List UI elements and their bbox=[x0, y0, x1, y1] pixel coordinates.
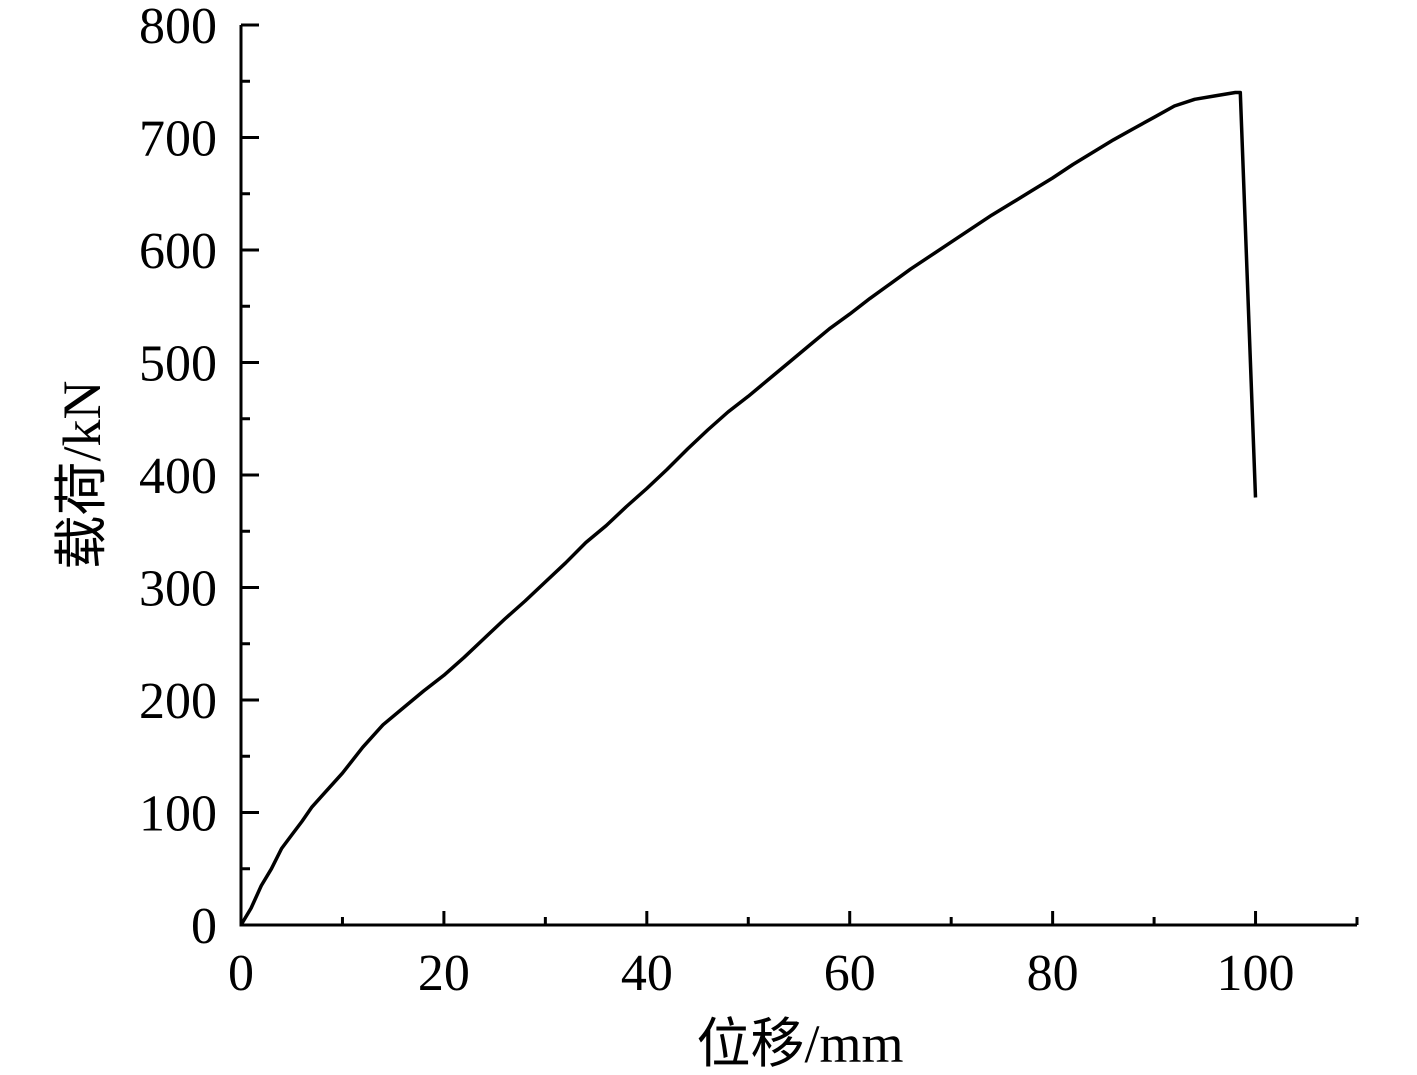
y-tick-label: 800 bbox=[139, 0, 217, 55]
load-displacement-curve bbox=[239, 90, 1258, 926]
y-axis-ticks: 0 100 200 300 400 500 600 700 800 bbox=[139, 0, 259, 955]
x-tick-label: 60 bbox=[824, 945, 876, 1002]
y-axis-title: 载荷/kN bbox=[52, 381, 112, 570]
x-tick-label: 0 bbox=[228, 945, 254, 1002]
x-tick-label: 80 bbox=[1027, 945, 1079, 1002]
series-group bbox=[239, 90, 1258, 926]
y-tick-label: 400 bbox=[139, 448, 217, 505]
y-tick-label: 500 bbox=[139, 336, 217, 393]
y-tick-label: 300 bbox=[139, 561, 217, 618]
x-axis-ticks: 0 20 40 60 80 100 bbox=[228, 911, 1359, 1002]
axes bbox=[239, 25, 1357, 927]
y-tick-label: 100 bbox=[139, 786, 217, 843]
y-tick-label: 0 bbox=[191, 898, 217, 955]
x-tick-label: 100 bbox=[1217, 945, 1295, 1002]
y-tick-label: 200 bbox=[139, 673, 217, 730]
y-tick-label: 700 bbox=[139, 111, 217, 168]
x-tick-label: 40 bbox=[621, 945, 673, 1002]
x-axis-title: 位移/mm bbox=[696, 1014, 903, 1074]
y-tick-label: 600 bbox=[139, 223, 217, 280]
x-tick-label: 20 bbox=[418, 945, 470, 1002]
